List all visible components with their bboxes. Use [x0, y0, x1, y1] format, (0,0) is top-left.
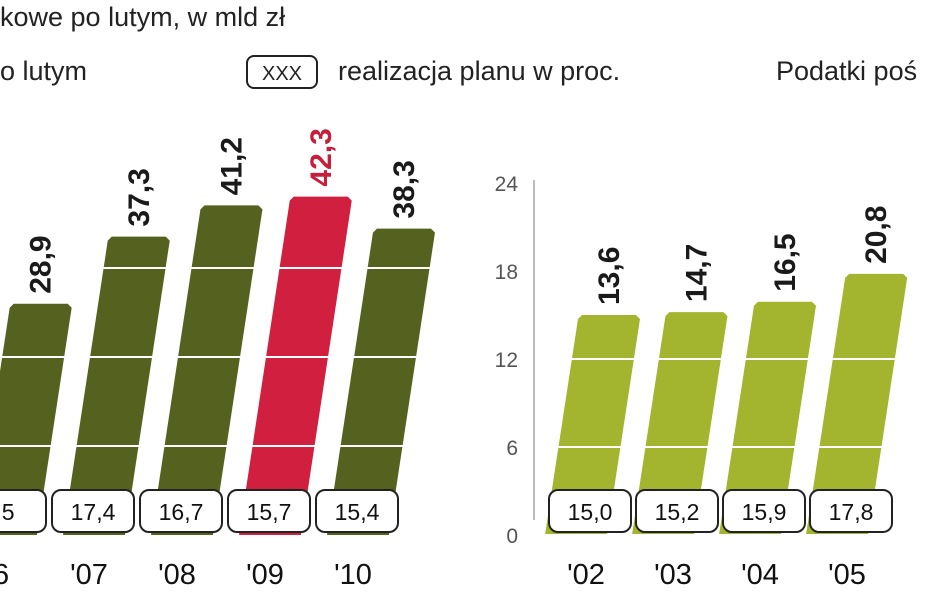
- plan-label: 15,0: [568, 499, 613, 525]
- bar: [719, 301, 816, 535]
- x-tick-label: '09: [246, 559, 284, 591]
- data-label: 38,3: [388, 160, 421, 218]
- plan-label: 15,7: [247, 499, 292, 525]
- data-label: 37,3: [123, 168, 156, 226]
- plan-label: 17,4: [71, 499, 116, 525]
- data-label: 13,6: [593, 247, 626, 305]
- legend-box-text: XXX: [262, 63, 302, 85]
- y-tick-label: 6: [506, 437, 518, 460]
- y-tick-label: 0: [506, 525, 518, 548]
- data-label: 42,3: [305, 128, 338, 186]
- plan-box: [315, 489, 399, 533]
- data-label: 20,8: [860, 206, 893, 264]
- plan-label: 15,4: [335, 499, 380, 525]
- y-tick-label: 12: [495, 349, 518, 372]
- subtitle-fragment: o lutym: [0, 56, 87, 86]
- bar: [545, 315, 640, 535]
- plan-label: ,5: [0, 499, 15, 525]
- legend-box: [246, 55, 318, 89]
- data-label: 16,5: [769, 233, 802, 291]
- plan-box: [0, 489, 47, 533]
- plan-label: 15,2: [655, 499, 700, 525]
- x-tick-label: '03: [654, 559, 692, 591]
- x-tick-label: '04: [741, 559, 779, 591]
- x-tick-label: 6: [0, 559, 9, 591]
- y-tick-label: 18: [495, 261, 518, 284]
- bar: [327, 228, 435, 535]
- plan-box: [139, 489, 223, 533]
- plan-box: [227, 489, 311, 533]
- plan-label: 17,8: [829, 499, 874, 525]
- bar: [63, 236, 170, 535]
- right-title: Podatki poś: [776, 56, 917, 86]
- x-tick-label: '07: [70, 559, 108, 591]
- plan-label: 16,7: [159, 499, 204, 525]
- x-tick-label: '02: [567, 559, 605, 591]
- title-fragment: kowe po lutym, w mld zł: [0, 2, 285, 32]
- data-label: 28,9: [25, 235, 58, 293]
- data-label: 41,2: [215, 137, 248, 195]
- legend-text: realizacja planu w proc.: [338, 56, 620, 86]
- plan-label: 15,9: [742, 499, 787, 525]
- bar: [239, 196, 352, 535]
- bar: [0, 303, 72, 535]
- plan-box: [51, 489, 135, 533]
- y-tick-label: 24: [495, 173, 519, 196]
- x-tick-label: '10: [334, 559, 372, 591]
- plan-box: [722, 489, 806, 533]
- plan-box: [548, 489, 632, 533]
- bar: [632, 312, 728, 535]
- bar: [806, 273, 908, 535]
- data-label: 14,7: [680, 244, 713, 302]
- plan-box: [635, 489, 719, 533]
- x-tick-label: '08: [158, 559, 196, 591]
- x-tick-label: '05: [828, 559, 866, 591]
- plan-box: [809, 489, 893, 533]
- bar: [151, 205, 263, 535]
